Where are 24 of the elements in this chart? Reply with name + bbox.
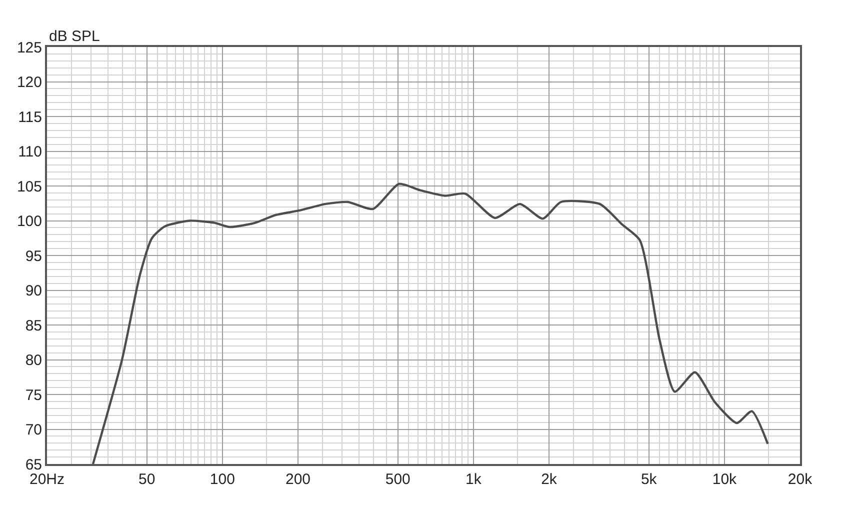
y-tick-label: 70 [25,422,42,438]
x-tick-label: 20k [788,471,813,488]
x-tick-label: 200 [285,471,311,488]
y-tick-label: 65 [25,456,42,474]
x-tick-label: 500 [385,471,410,488]
y-tick-label: 125 [16,39,42,56]
y-tick-label: 110 [18,144,42,160]
x-tick-label: 5k [640,471,658,488]
y-tick-label: 85 [25,317,42,334]
y-tick-label: 95 [25,248,42,265]
x-tick-label: 2k [541,471,558,488]
y-tick-label: 100 [16,213,42,230]
x-tick-label: 10k [712,471,738,488]
y-tick-label: 115 [18,108,42,126]
y-tick-label: 120 [16,74,42,91]
y-axis-title: dB SPL [49,28,100,45]
y-tick-label: 75 [25,386,42,404]
x-tick-label: 1k [466,471,482,488]
y-tick-label: 80 [25,352,42,369]
x-tick-label: 50 [138,471,156,488]
x-tick-label: 20Hz [29,471,65,488]
y-tick-label: 105 [16,178,42,196]
x-tick-label: 100 [210,471,235,488]
y-tick-label: 90 [25,282,42,300]
